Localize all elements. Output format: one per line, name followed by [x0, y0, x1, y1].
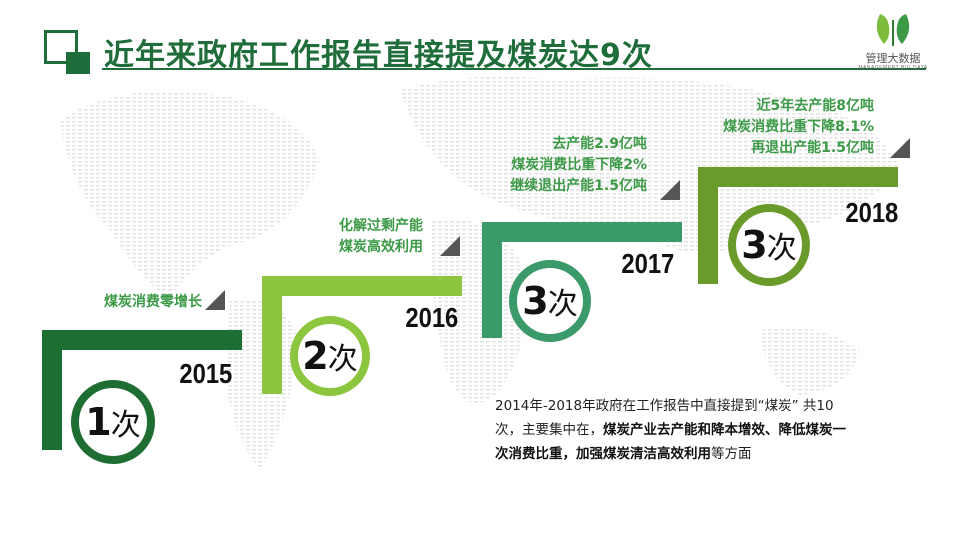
step-corner-icon	[890, 138, 910, 158]
note-line: 化解过剩产能	[339, 218, 423, 234]
step-year: 2015	[179, 358, 232, 389]
note-line: 煤炭高效利用	[339, 239, 423, 255]
summary-plain-1: 2014年-2018年政府在工作报告中直接提到“煤炭” 共10次，主要集中在，	[495, 397, 834, 438]
step-corner-icon	[660, 180, 680, 200]
count-unit: 次	[547, 287, 578, 322]
title-decoration-icon	[44, 30, 92, 74]
title-underline	[102, 68, 926, 70]
step-2016: 2016	[262, 276, 462, 394]
count-number: 1	[85, 400, 111, 444]
summary-text: 2014年-2018年政府在工作报告中直接提到“煤炭” 共10次，主要集中在，煤…	[495, 394, 855, 466]
note-line: 去产能2.9亿吨	[552, 136, 647, 152]
step-corner-icon	[205, 290, 225, 310]
step-year: 2018	[845, 197, 898, 228]
step-bar-top	[698, 167, 898, 187]
summary-plain-2: 等方面	[711, 445, 752, 462]
summary-bold: 煤炭产业去产能和降本增效、降低煤炭一次消费比重，加强煤炭清洁高效利用	[495, 421, 846, 462]
count-unit: 次	[110, 408, 141, 443]
step-2015: 2015	[42, 330, 242, 450]
note-line: 继续退出产能1.5亿吨	[510, 178, 647, 194]
step-notes-2015: 煤炭消费零增长	[104, 292, 202, 313]
step-bar-left	[698, 167, 718, 284]
step-2017: 2017	[482, 222, 682, 338]
step-corner-icon	[440, 236, 460, 256]
count-number: 2	[302, 334, 328, 378]
count-unit: 次	[766, 231, 797, 266]
note-line: 煤炭消费比重下降2%	[511, 157, 647, 173]
page-title: 近年来政府工作报告直接提及煤炭达9次	[104, 38, 653, 73]
step-bar-left	[42, 330, 62, 450]
step-year: 2017	[621, 248, 674, 279]
count-unit: 次	[327, 342, 358, 377]
step-year: 2016	[405, 302, 458, 333]
leaf-logo-icon	[876, 14, 910, 46]
step-2018: 2018	[698, 167, 898, 284]
note-line: 煤炭消费零增长	[104, 294, 202, 310]
step-bar-left	[482, 222, 502, 338]
note-line: 再退出产能1.5亿吨	[751, 140, 874, 156]
brand-logo: 管理大数据 MANAGEMENT BIG DATA	[858, 10, 928, 72]
step-bar-top	[482, 222, 682, 242]
count-number: 3	[522, 279, 548, 323]
step-notes-2016: 化解过剩产能 煤炭高效利用	[339, 216, 423, 258]
step-bar-top	[42, 330, 242, 350]
logo-subtext: MANAGEMENT BIG DATA	[858, 65, 928, 71]
step-bar-top	[262, 276, 462, 296]
logo-text: 管理大数据	[865, 52, 921, 65]
step-bar-left	[262, 276, 282, 394]
note-line: 煤炭消费比重下降8.1%	[723, 119, 874, 135]
step-notes-2017: 去产能2.9亿吨 煤炭消费比重下降2% 继续退出产能1.5亿吨	[510, 134, 647, 197]
step-notes-2018: 近5年去产能8亿吨 煤炭消费比重下降8.1% 再退出产能1.5亿吨	[723, 96, 874, 159]
count-number: 3	[741, 223, 767, 267]
note-line: 近5年去产能8亿吨	[756, 98, 874, 114]
